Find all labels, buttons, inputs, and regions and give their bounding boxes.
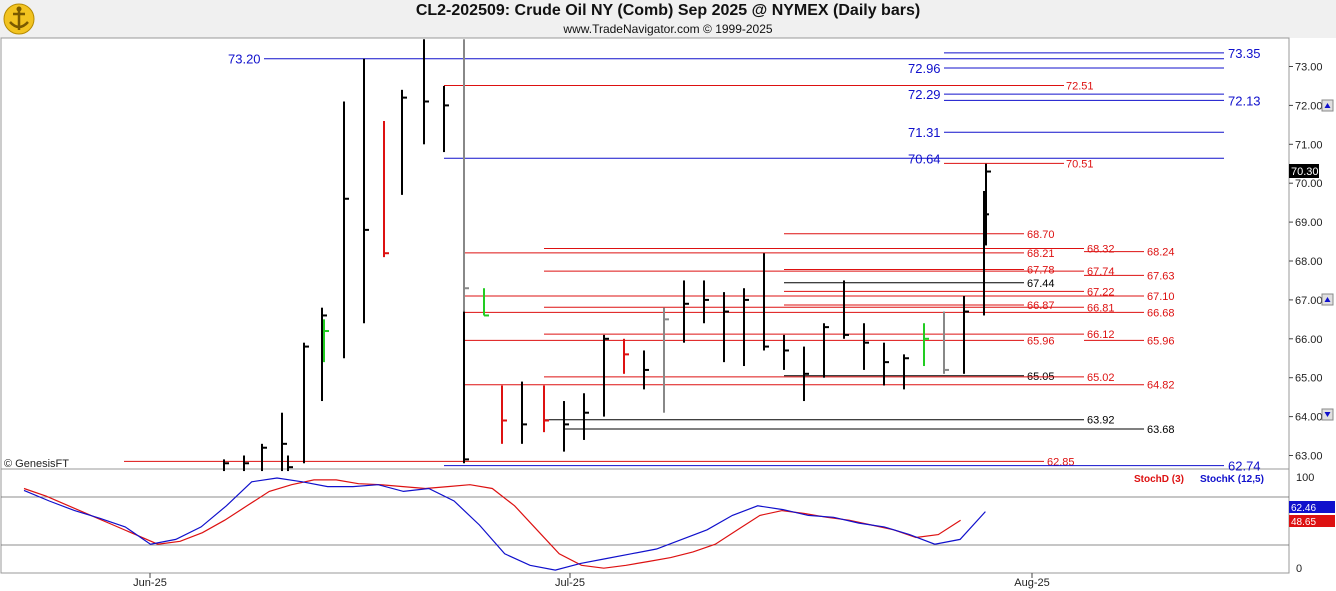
title-bar — [0, 0, 1336, 38]
price-axis: 63.00 64.00 65.00 66.00 67.00 68.00 69.00 70.00… — [1289, 62, 1323, 463]
stoch-panel-frame — [0, 468, 1290, 574]
price-bars — [223, 39, 991, 472]
stochastic-lines — [23, 477, 986, 571]
level-label: 67.22 — [1087, 286, 1115, 298]
level-label: 65.96 — [1147, 335, 1175, 347]
level-label: 63.92 — [1087, 415, 1115, 427]
level-label: 68.32 — [1087, 244, 1115, 256]
stochk-value-badge — [1289, 501, 1335, 513]
last-price-badge — [1289, 164, 1319, 178]
chart-title: CL2-202509: Crude Oil NY (Comb) Sep 2025… — [415, 2, 921, 19]
level-label: 70.64 — [908, 151, 941, 166]
stochd-value-badge — [1289, 515, 1335, 527]
price-tick-label: 64.00 — [1295, 412, 1323, 424]
price-tick-label: 71.00 — [1295, 139, 1323, 151]
level-label: 70.51 — [1066, 158, 1094, 170]
price-tick-label: 73.00 — [1295, 62, 1323, 74]
watermark-text: © GenesisFT — [4, 458, 69, 470]
level-label: 62.74 — [1228, 459, 1261, 474]
level-label: 67.78 — [1027, 265, 1055, 277]
stochk-line — [23, 477, 986, 571]
price-tick-label: 66.00 — [1295, 334, 1323, 346]
stochd-value: 48.65 — [1291, 517, 1316, 528]
level-label: 73.35 — [1228, 46, 1261, 61]
time-tick-label: Jul-25 — [555, 577, 585, 589]
price-tick-label: 69.00 — [1295, 217, 1323, 229]
level-label: 65.02 — [1087, 372, 1115, 384]
scroll-up-icon[interactable] — [1321, 293, 1334, 306]
stochd-line — [23, 479, 961, 569]
level-label: 72.13 — [1228, 93, 1261, 108]
time-axis: Jun-25 Jul-25 Aug-25 — [133, 573, 1050, 589]
level-label: 66.81 — [1087, 302, 1115, 314]
last-price-value: 70.30 — [1291, 166, 1319, 178]
stochk-legend: StochK (12,5) — [1200, 474, 1264, 485]
level-label: 63.68 — [1147, 424, 1175, 436]
level-label: 68.24 — [1147, 247, 1175, 259]
level-label: 68.21 — [1027, 248, 1055, 260]
price-tick-label: 67.00 — [1295, 295, 1323, 307]
price-tick-label: 72.00 — [1295, 100, 1323, 112]
level-label: 67.74 — [1087, 266, 1115, 278]
price-tick-label: 68.00 — [1295, 256, 1323, 268]
level-label: 64.82 — [1147, 380, 1175, 392]
scroll-down-icon[interactable] — [1321, 408, 1334, 421]
genesis-logo-icon — [2, 2, 36, 36]
stoch-tick-100: 100 — [1296, 472, 1314, 484]
stochk-value: 62.46 — [1291, 503, 1316, 514]
level-label: 72.51 — [1066, 81, 1094, 93]
level-label: 68.70 — [1027, 229, 1055, 241]
level-label: 73.20 — [228, 52, 261, 67]
level-label: 65.96 — [1027, 335, 1055, 347]
level-label: 66.87 — [1027, 300, 1055, 312]
level-label: 62.85 — [1047, 456, 1075, 468]
level-label: 72.29 — [908, 87, 941, 102]
price-tick-label: 63.00 — [1295, 451, 1323, 463]
level-label: 67.10 — [1147, 291, 1175, 303]
time-tick-label: Aug-25 — [1014, 577, 1049, 589]
level-lines: 73.35 73.20 72.96 72.51 72.29 72.13 71.31 70.64… — [124, 46, 1261, 474]
time-tick-label: Jun-25 — [133, 577, 167, 589]
price-tick-label: 65.00 — [1295, 373, 1323, 385]
chart-subtitle: www.TradeNavigator.com © 1999-2025 — [563, 22, 773, 36]
stoch-tick-0: 0 — [1296, 563, 1302, 575]
level-label: 66.12 — [1087, 329, 1115, 341]
level-label: 71.31 — [908, 125, 941, 140]
level-label: 66.68 — [1147, 307, 1175, 319]
price-tick-label: 70.00 — [1295, 178, 1323, 190]
level-label: 72.96 — [908, 61, 941, 76]
level-label: 67.44 — [1027, 278, 1055, 290]
stochd-legend: StochD (3) — [1134, 474, 1184, 485]
scroll-up-icon[interactable] — [1321, 99, 1334, 112]
level-label: 67.63 — [1147, 270, 1175, 282]
